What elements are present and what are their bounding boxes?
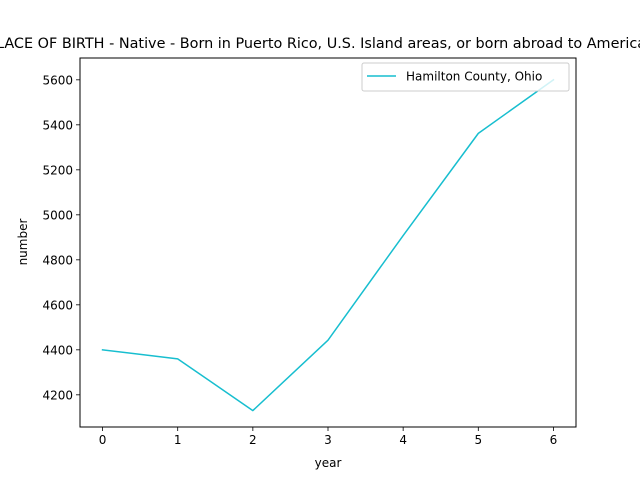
y-tick-label: 5000 <box>42 208 73 222</box>
y-tick-label: 4200 <box>42 388 73 402</box>
y-tick-label: 5600 <box>42 73 73 87</box>
legend-box <box>361 62 570 92</box>
y-tick-label: 4800 <box>42 253 73 267</box>
plot-area <box>80 58 576 427</box>
chart-title: Estimate; PLACE OF BIRTH - Native - Born… <box>0 36 640 52</box>
legend-entry: Hamilton County, Ohio <box>406 70 542 84</box>
series-line <box>101 78 555 412</box>
legend: Hamilton County, Ohio <box>361 62 570 92</box>
x-tick-label: 3 <box>324 433 332 447</box>
x-tick-label: 0 <box>99 433 107 447</box>
y-tick-label: 4400 <box>42 343 73 357</box>
chart-title-container: Estimate; PLACE OF BIRTH - Native - Born… <box>0 36 640 60</box>
x-axis: 0 1 2 3 4 5 6 <box>99 427 558 447</box>
x-tick-label: 1 <box>174 433 182 447</box>
y-tick-label: 5200 <box>42 163 73 177</box>
y-axis: 4200 4400 4600 4800 5000 5200 5400 5600 <box>42 73 80 402</box>
x-tick-label: 6 <box>550 433 558 447</box>
x-tick-label: 2 <box>249 433 257 447</box>
x-tick-label: 4 <box>399 433 407 447</box>
x-axis-label: year <box>315 456 342 470</box>
series-layer <box>101 78 555 412</box>
y-tick-label: 4600 <box>42 298 73 312</box>
y-tick-label: 5400 <box>42 118 73 132</box>
x-tick-label: 5 <box>474 433 482 447</box>
y-axis-label: number <box>16 219 30 266</box>
